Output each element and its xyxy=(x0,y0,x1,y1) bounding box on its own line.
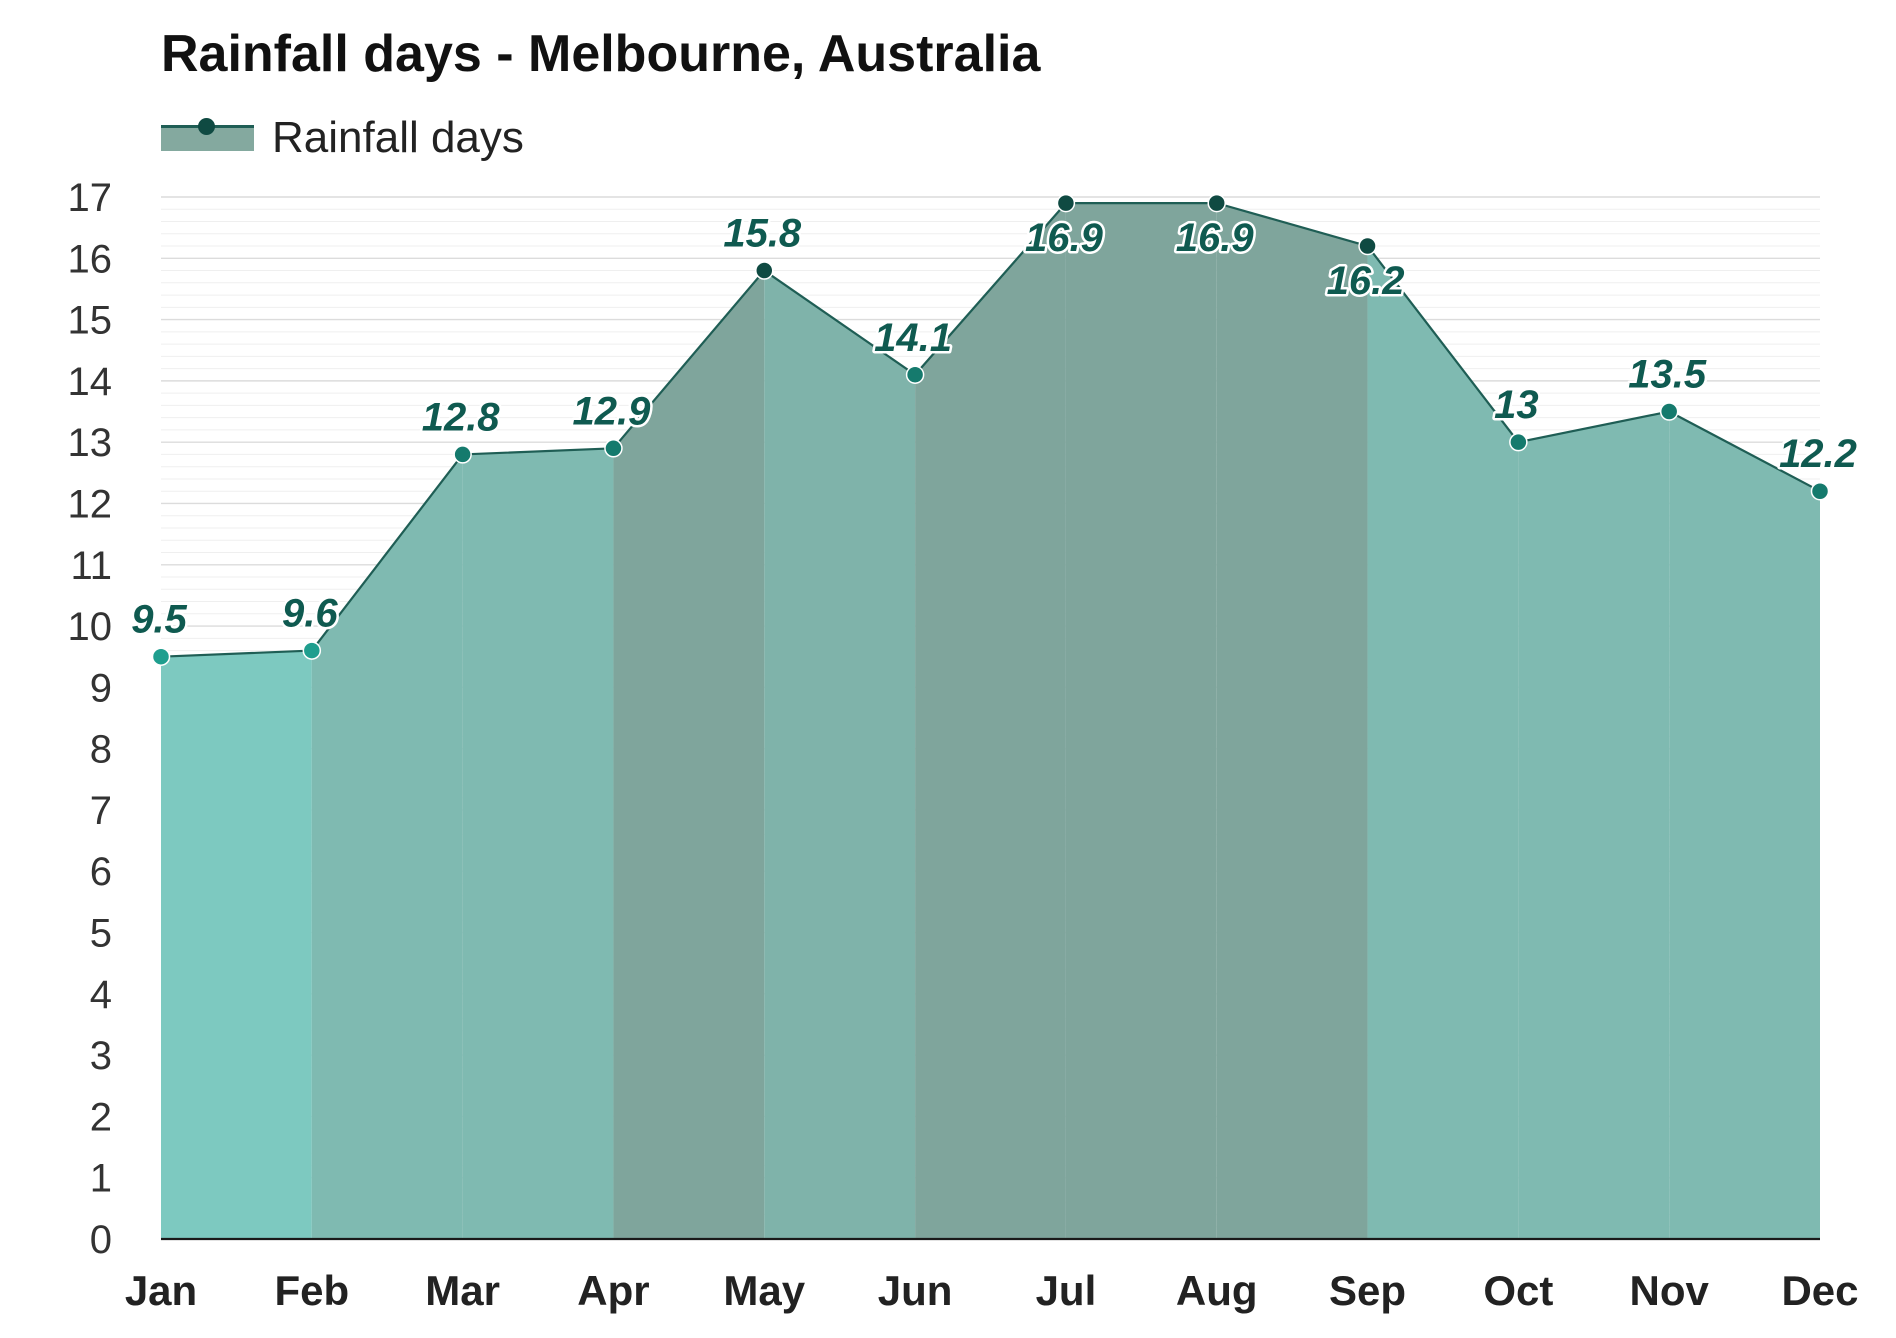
x-axis-tick-labels: Jan Feb Mar Apr May Jun Jul Aug Sep Oct Nov Dec xyxy=(125,1267,1859,1314)
y-tick-label: 16 xyxy=(68,237,113,281)
x-tick-label: Aug xyxy=(1176,1267,1258,1314)
x-tick-label: Feb xyxy=(274,1267,349,1314)
data-point[interactable] xyxy=(1358,236,1377,256)
area-segment xyxy=(764,270,916,1239)
data-label: 13.5 xyxy=(1628,353,1707,397)
y-tick-label: 7 xyxy=(90,789,112,833)
data-point[interactable] xyxy=(1509,432,1528,452)
y-tick-label: 3 xyxy=(90,1034,112,1078)
data-point[interactable] xyxy=(1659,402,1679,421)
area-segment xyxy=(1367,246,1519,1240)
y-tick-label: 0 xyxy=(90,1218,112,1262)
x-tick-label: May xyxy=(723,1267,805,1314)
data-label: 16.9 xyxy=(1176,216,1255,260)
y-tick-label: 11 xyxy=(70,544,112,588)
data-point[interactable] xyxy=(302,641,322,660)
series-line-group xyxy=(160,202,1821,658)
data-point[interactable] xyxy=(453,445,472,464)
x-tick-label: Nov xyxy=(1630,1267,1710,1314)
y-tick-label: 1 xyxy=(90,1157,112,1201)
legend-swatch xyxy=(161,118,254,151)
y-tick-label: 6 xyxy=(90,850,112,894)
data-label: 13 xyxy=(1494,383,1539,427)
data-labels: 9.5 9.6 12.8 12.9 15.8 14.1 16.9 16.9 16.2 13 13.5… xyxy=(129,209,1860,644)
data-point[interactable] xyxy=(755,261,774,280)
y-tick-label: 10 xyxy=(68,605,113,649)
x-tick-label: Mar xyxy=(425,1267,500,1314)
area-segment xyxy=(1065,203,1217,1240)
data-label: 12.9 xyxy=(573,389,652,433)
x-tick-label: Apr xyxy=(577,1267,649,1314)
data-label: 15.8 xyxy=(723,212,802,256)
data-label: 16.9 xyxy=(1025,216,1104,260)
area-segment xyxy=(462,448,614,1239)
area-segment xyxy=(1669,411,1820,1239)
data-point[interactable] xyxy=(1056,193,1076,213)
legend[interactable]: Rainfall days xyxy=(161,112,524,164)
area-segment xyxy=(1216,203,1368,1240)
data-label: 12.2 xyxy=(1779,432,1857,476)
data-label: 14.1 xyxy=(874,316,952,360)
y-tick-label: 17 xyxy=(68,176,113,220)
x-tick-label: Jun xyxy=(878,1267,953,1314)
x-tick-label: Jul xyxy=(1036,1267,1097,1314)
y-tick-label: 8 xyxy=(90,728,112,772)
y-tick-label: 5 xyxy=(90,912,112,956)
area-segment xyxy=(161,650,312,1239)
y-tick-label: 14 xyxy=(68,360,113,404)
x-tick-label: Jan xyxy=(125,1267,197,1314)
data-label: 16.2 xyxy=(1327,259,1405,303)
series-line xyxy=(160,202,1821,658)
area-segment xyxy=(613,270,765,1239)
y-tick-label: 15 xyxy=(68,299,113,343)
data-label: 12.8 xyxy=(422,395,501,439)
area-segment xyxy=(1518,411,1670,1239)
y-tick-label: 13 xyxy=(68,421,113,465)
data-point[interactable] xyxy=(604,439,623,458)
y-tick-label: 2 xyxy=(90,1095,112,1139)
data-label: 9.6 xyxy=(282,592,338,636)
x-tick-label: Dec xyxy=(1781,1267,1858,1314)
data-point[interactable] xyxy=(905,365,925,385)
legend-marker xyxy=(198,118,215,135)
legend-label: Rainfall days xyxy=(272,113,524,162)
y-tick-label: 12 xyxy=(68,482,113,526)
area-segment xyxy=(311,454,463,1239)
x-tick-label: Oct xyxy=(1483,1267,1553,1314)
y-tick-label: 4 xyxy=(90,973,112,1017)
data-point[interactable] xyxy=(1207,193,1226,213)
area-segment xyxy=(915,203,1066,1240)
area-segments xyxy=(161,203,1820,1240)
chart-title: Rainfall days - Melbourne, Australia xyxy=(161,25,1041,83)
data-point[interactable] xyxy=(1810,481,1830,501)
data-point[interactable] xyxy=(151,647,171,666)
data-label: 9.5 xyxy=(131,598,187,642)
data-points xyxy=(151,193,1830,666)
y-tick-label: 9 xyxy=(90,666,112,710)
x-tick-label: Sep xyxy=(1329,1267,1406,1314)
